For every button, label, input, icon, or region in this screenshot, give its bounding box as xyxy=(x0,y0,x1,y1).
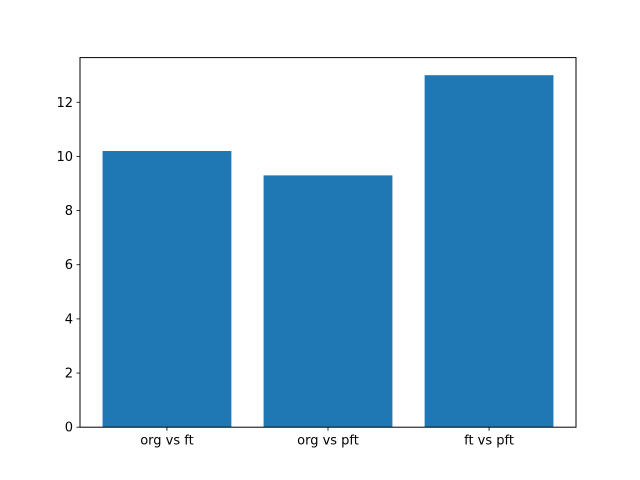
y-tick-label: 6 xyxy=(65,258,73,273)
bar-org-vs-ft xyxy=(102,151,232,428)
y-tick-label: 8 xyxy=(65,204,73,219)
x-tick-label: org vs ft xyxy=(140,434,194,449)
y-tick-label: 0 xyxy=(65,421,73,436)
x-tick-label: org vs pft xyxy=(297,434,359,449)
y-tick-label: 10 xyxy=(56,150,73,165)
x-tick-label: ft vs pft xyxy=(464,434,514,449)
y-tick-label: 4 xyxy=(65,312,73,327)
y-tick-label: 12 xyxy=(56,96,73,111)
y-tick-label: 2 xyxy=(65,367,73,382)
bar-org-vs-pft xyxy=(263,175,393,428)
bar-ft-vs-pft xyxy=(424,75,554,428)
